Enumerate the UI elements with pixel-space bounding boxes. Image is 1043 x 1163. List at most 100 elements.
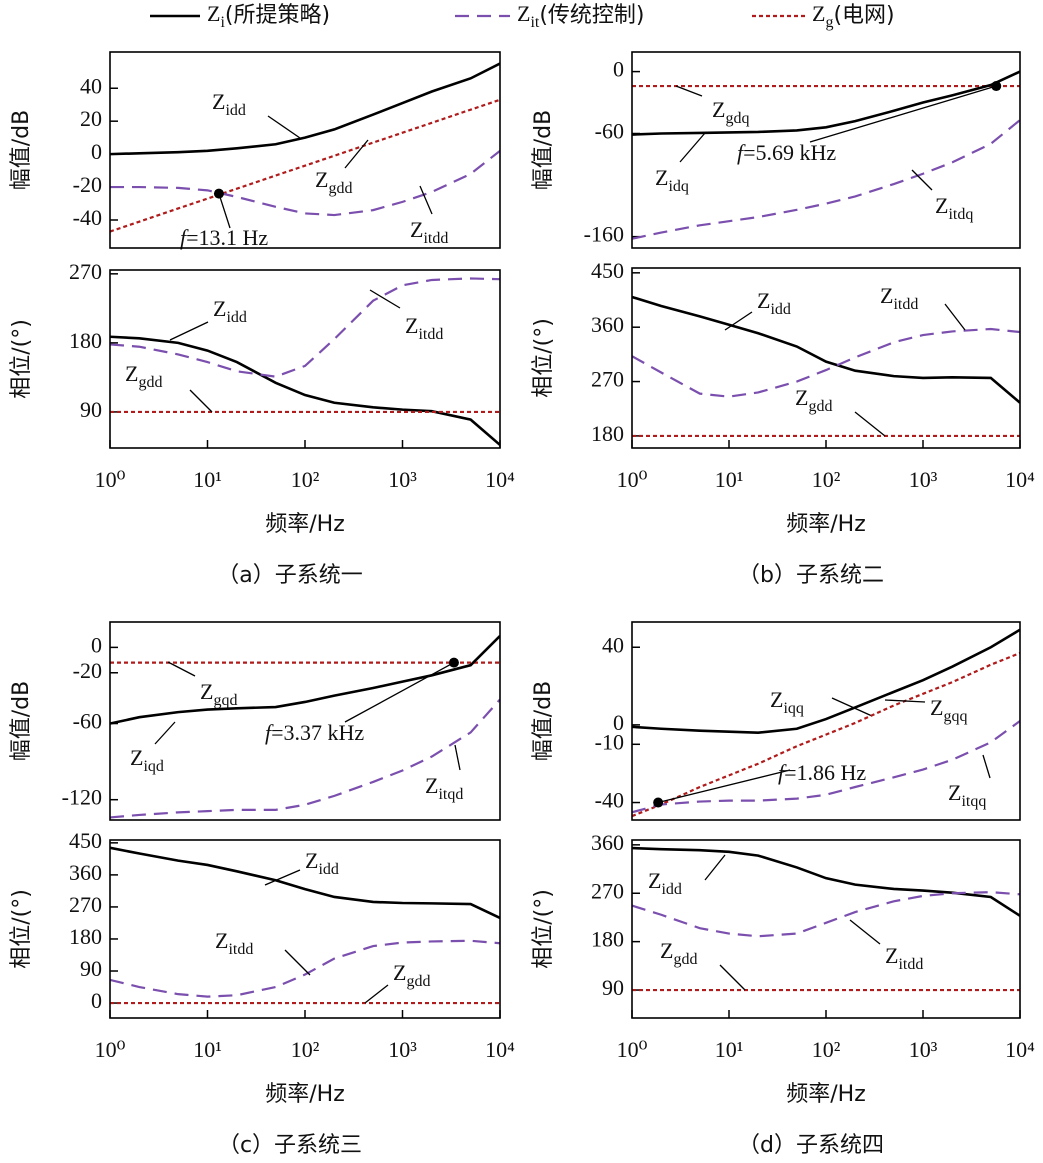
label-variable: f	[180, 225, 189, 250]
curve-label: Zgdq	[712, 97, 749, 127]
curve-label-subscript: idd	[318, 861, 338, 878]
label-text: =5.69 kHz	[743, 140, 836, 165]
curve-label-symbol: Z	[712, 97, 725, 122]
curve-label: Zidq	[655, 165, 689, 195]
leader-line	[944, 303, 966, 331]
curve-label-symbol: Z	[405, 313, 418, 338]
series-line	[110, 277, 500, 378]
y-tick-label: 270	[591, 878, 624, 903]
legend-text: (所提策略)	[225, 3, 330, 28]
curve-label-subscript: idq	[668, 178, 688, 195]
subfigure-caption: （d）子系统四	[738, 1133, 884, 1158]
y-tick-label: 180	[591, 421, 624, 446]
y-tick-label: 40	[80, 73, 102, 98]
y-tick-label: 0	[91, 632, 102, 657]
y-tick-label: -160	[584, 222, 624, 247]
y-tick-label: -60	[73, 709, 102, 734]
y-tick-label: 0	[613, 57, 624, 82]
x-tick-label: 10³	[388, 1037, 417, 1062]
curve-label-symbol: Z	[655, 165, 668, 190]
legend-label-symbol: Z	[517, 1, 530, 26]
x-tick-label: 10¹	[715, 1037, 744, 1062]
series-line	[110, 335, 500, 446]
curve-label-symbol: Z	[935, 193, 948, 218]
series-line	[632, 652, 1020, 818]
x-tick-label: 10¹	[193, 467, 222, 492]
plot-frame	[109, 839, 501, 1019]
series-line	[110, 939, 500, 998]
series-line	[110, 846, 500, 920]
y-tick-label: 0	[91, 988, 102, 1013]
series-line	[110, 149, 500, 217]
x-tick-label: 10⁴	[1005, 1037, 1035, 1062]
y-tick-label: -10	[595, 729, 624, 754]
curve-label-subscript: gdd	[673, 951, 697, 968]
x-tick-label: 10⁰	[617, 1037, 648, 1062]
x-tick-label: 10⁰	[617, 467, 648, 492]
leader-line	[809, 85, 997, 143]
y-axis-label: 幅值/dB	[9, 110, 34, 190]
curve-label: Zgdd	[315, 167, 352, 197]
legend-label-subscript: i	[220, 14, 225, 31]
curve-label-subscript: iqd	[143, 758, 163, 775]
curve-label-subscript: idd	[770, 301, 790, 318]
x-tick-label: 10³	[388, 467, 417, 492]
plot-frame	[631, 621, 1021, 821]
label-text: =13.1 Hz	[186, 225, 268, 250]
curve-label: Zidd	[305, 848, 339, 878]
curve-label-symbol: Z	[885, 943, 898, 968]
label-text: =3.37 kHz	[271, 720, 364, 745]
curve-label: Zitdd	[880, 283, 918, 313]
x-tick-label: 10²	[812, 467, 841, 492]
x-tick-label: 10¹	[193, 1037, 222, 1062]
curve-label-symbol: Z	[125, 361, 138, 386]
leader-line	[982, 754, 991, 779]
curve-label-symbol: Z	[315, 167, 328, 192]
y-axis-label: 幅值/dB	[531, 681, 556, 761]
series-line	[632, 295, 1020, 404]
curve-label-symbol: Z	[215, 928, 228, 953]
y-tick-label: 20	[80, 106, 102, 131]
intersection-label: f=13.1 Hz	[180, 225, 268, 250]
subfigure-caption: （b）子系统二	[738, 563, 884, 588]
plot-frame	[109, 269, 501, 449]
curve-label: Zitdd	[215, 928, 253, 958]
y-axis-label: 相位/(°)	[531, 318, 556, 398]
plot-frame	[631, 51, 1021, 249]
y-tick-label: 270	[69, 892, 102, 917]
x-tick-label: 10⁰	[95, 1037, 126, 1062]
leader-line	[344, 139, 369, 169]
x-tick-label: 10²	[812, 1037, 841, 1062]
legend-text: (电网)	[833, 3, 894, 28]
y-tick-label: 0	[91, 139, 102, 164]
y-tick-label: -40	[73, 205, 102, 230]
curve-label: Zgqq	[930, 695, 967, 725]
curve-label-subscript: gdd	[406, 973, 430, 990]
intersection-label: f=5.69 kHz	[737, 140, 836, 165]
y-tick-label: -120	[62, 785, 102, 810]
series-line	[632, 628, 1020, 734]
curve-label-subscript: gdd	[808, 398, 832, 415]
curve-label-subscript: itdq	[948, 206, 973, 223]
curve-label-subscript: itqd	[438, 786, 463, 803]
leader-line	[364, 984, 389, 1004]
curve-label: Zidd	[212, 89, 246, 119]
curve-label-symbol: Z	[410, 217, 423, 242]
y-tick-label: 360	[591, 830, 624, 855]
leader-line	[454, 744, 461, 771]
legend-label: Zg(电网)	[812, 1, 895, 31]
series-line	[632, 70, 1020, 136]
curve-label-subscript: itdd	[893, 296, 918, 313]
curve-label: Zitqq	[948, 780, 986, 810]
plot-frame	[631, 267, 1021, 449]
curve-label-subscript: idd	[225, 102, 245, 119]
leader-line	[724, 311, 753, 331]
curve-label-subscript: itdd	[418, 326, 443, 343]
curve-label-symbol: Z	[930, 695, 943, 720]
curve-label: Zidd	[213, 296, 247, 326]
y-axis-label: 幅值/dB	[531, 110, 556, 190]
y-tick-label: 180	[591, 927, 624, 952]
leader-line	[344, 662, 455, 723]
leader-line	[675, 85, 703, 97]
curve-label-subscript: gqq	[943, 708, 967, 725]
